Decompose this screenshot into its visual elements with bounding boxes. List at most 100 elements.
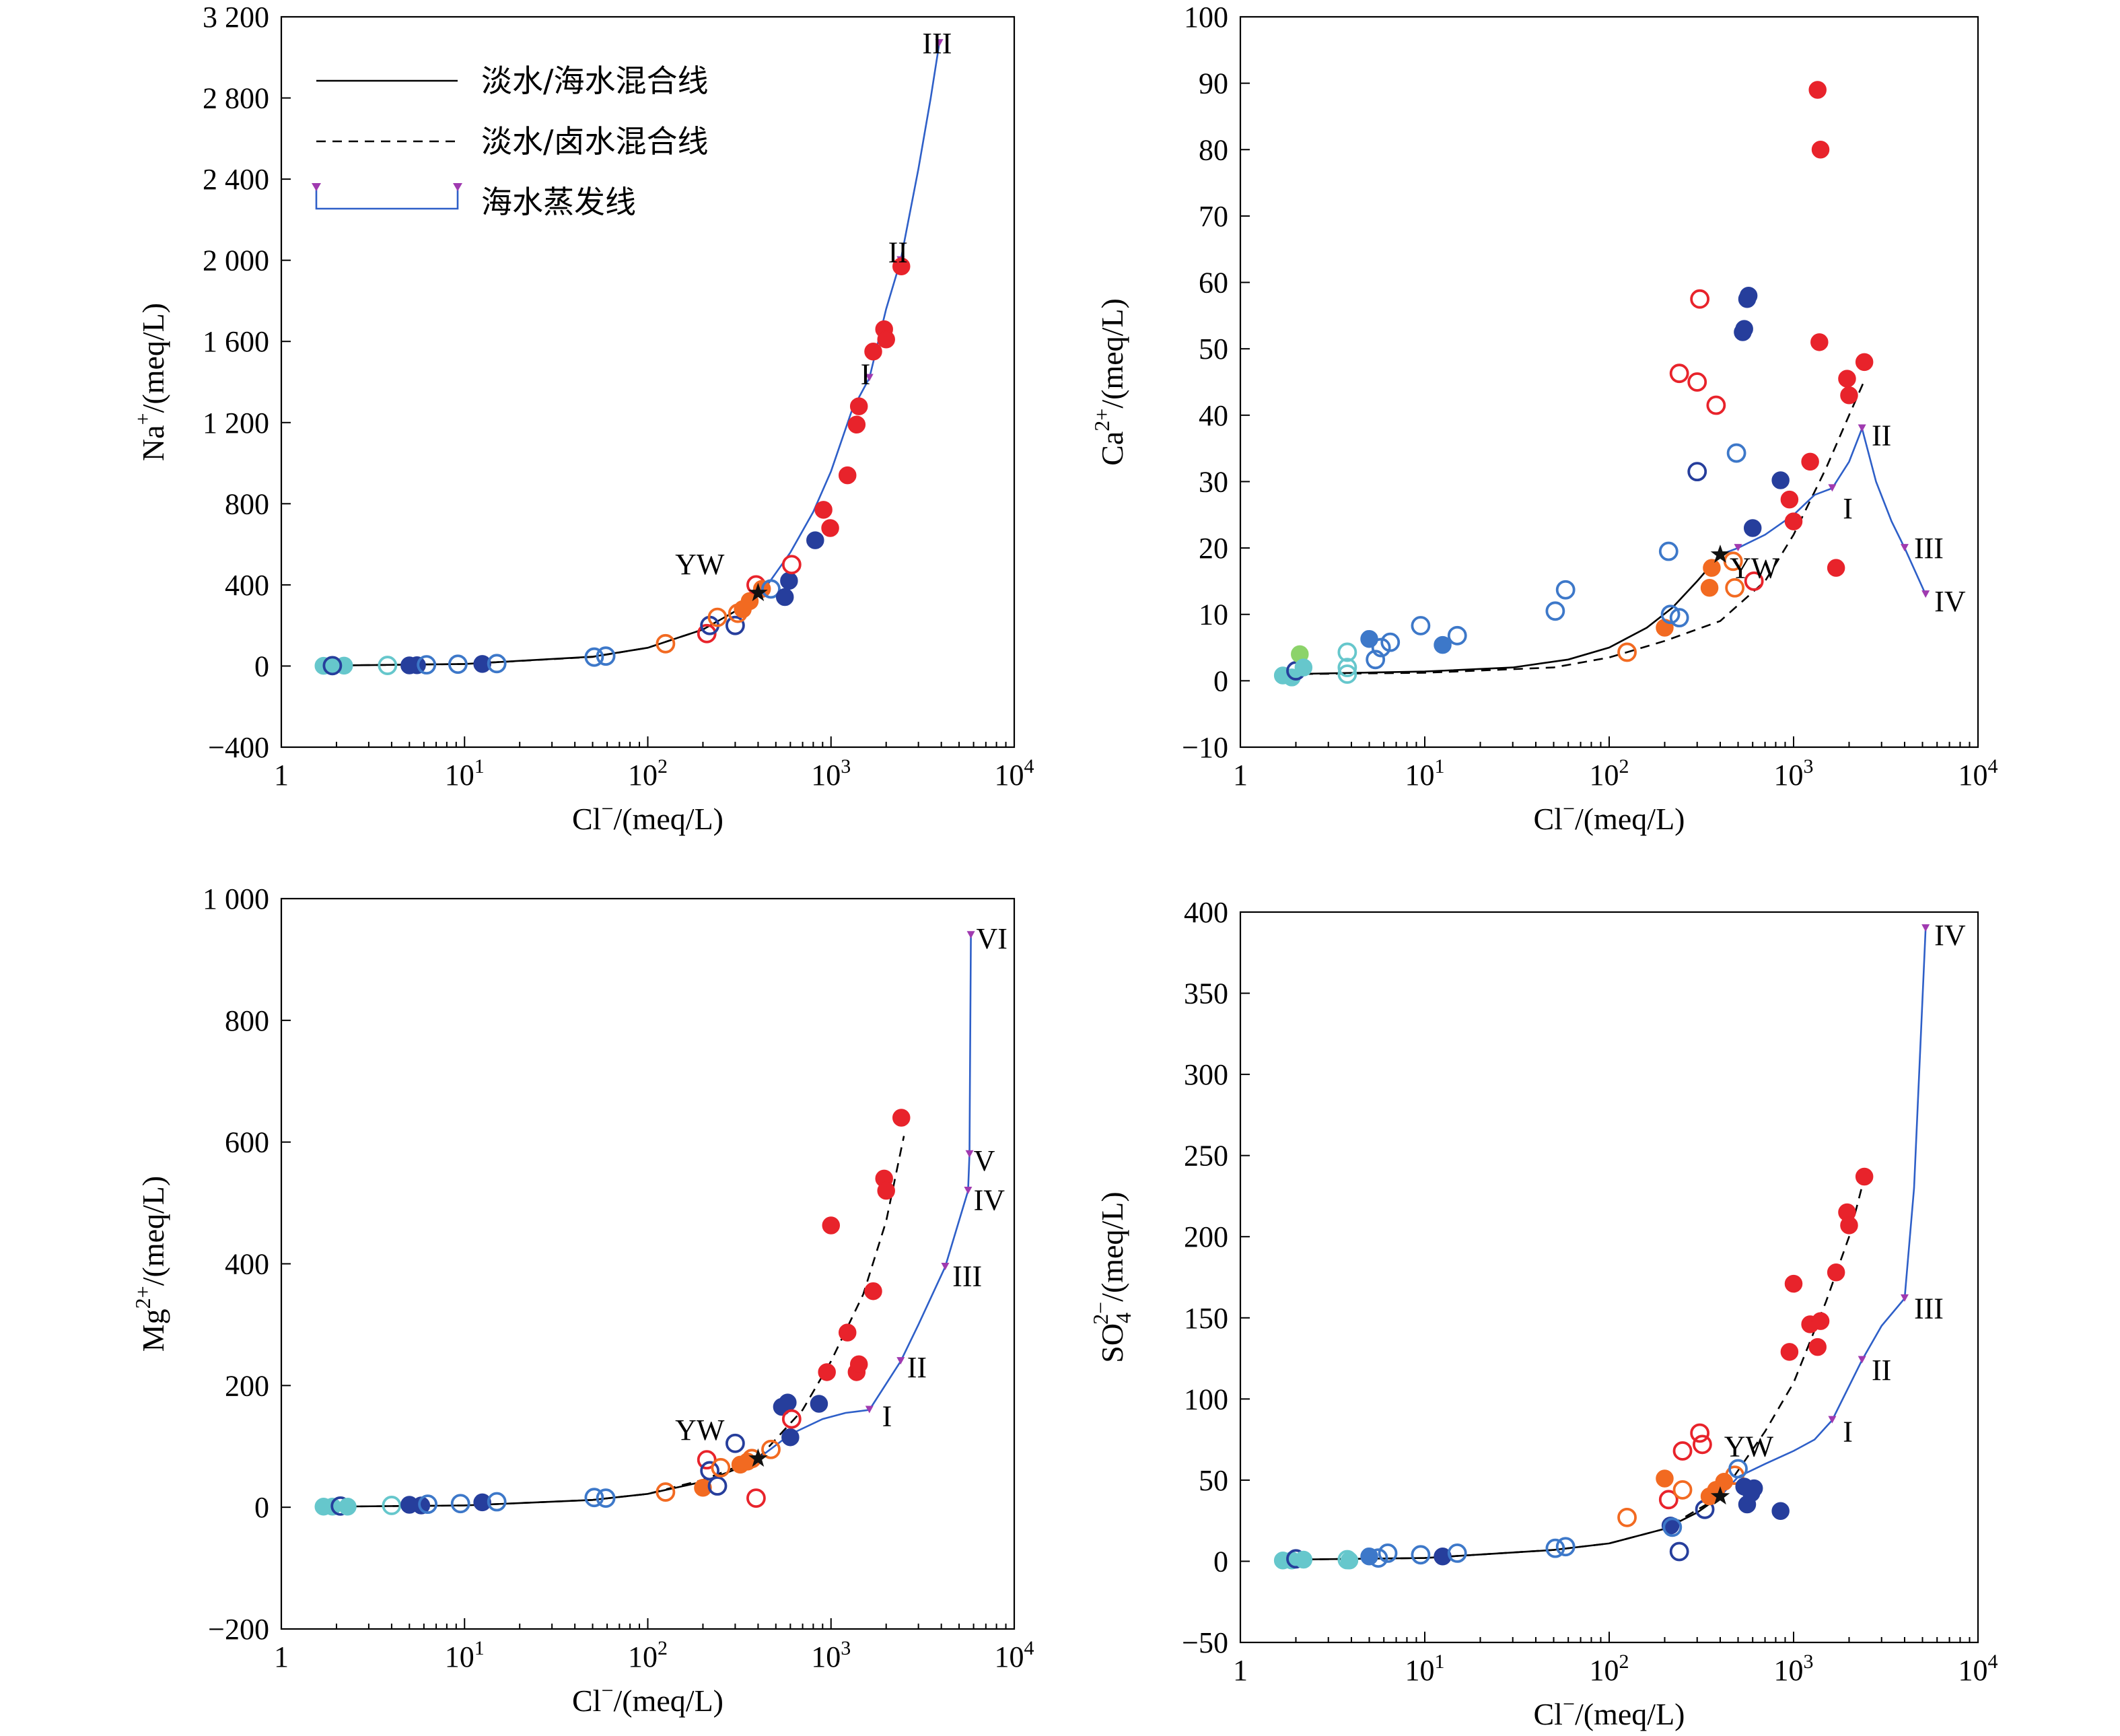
sample-point: [1658, 541, 1679, 561]
y-tick-label: 350: [1184, 977, 1228, 1010]
sample-point: [700, 1461, 720, 1481]
evaporation-stage-marker: [1900, 1294, 1909, 1302]
evaporation-stage-label: IV: [1934, 919, 1966, 952]
seawater-star-marker: [1710, 545, 1730, 563]
sample-point: [1810, 333, 1829, 351]
sample-point: [1669, 608, 1689, 628]
sample-point: [1434, 1547, 1452, 1566]
y-tick-label: 50: [1199, 333, 1228, 366]
sample-point: [822, 1216, 840, 1235]
evaporation-stage-label: III: [1914, 532, 1944, 565]
sample-point: [378, 656, 398, 675]
evaporation-stage-marker: [1858, 424, 1866, 432]
sample-point: [1739, 287, 1758, 305]
evaporation-stage-marker: [966, 931, 975, 939]
evaporation-stage-label: III: [922, 27, 952, 60]
sample-point: [694, 1478, 712, 1497]
evaporation-stage-marker: [865, 1405, 874, 1414]
sample-point: [339, 1498, 357, 1516]
sample-point: [1784, 512, 1803, 530]
x-axis-label: Cl−/(meq/L): [1533, 796, 1685, 836]
sample-point: [849, 397, 868, 415]
chart-panel-1: −400 0 400 800 1 200 1 600 2 000 2 400 2 800 3 20…: [131, 1, 1034, 836]
y-tick-label: 2 400: [203, 163, 269, 196]
sample-point: [450, 1494, 470, 1514]
y-tick-label: 800: [225, 1004, 269, 1037]
sample-point: [1672, 1441, 1693, 1461]
seawater-evaporation-line: [1720, 425, 1927, 595]
x-tick-label: 104: [1958, 1651, 1998, 1687]
x-tick-label: 103: [811, 755, 851, 792]
evaporation-stage-marker: [1858, 1356, 1866, 1364]
evaporation-stage-marker: [1734, 544, 1742, 552]
x-tick-label: 103: [1774, 1651, 1814, 1687]
sample-point: [1715, 1473, 1734, 1491]
freshwater-brine-mixing-line: [328, 592, 759, 667]
evaporation-stage-marker: [865, 374, 874, 382]
seawater-label: YW: [675, 548, 725, 581]
evaporation-stage-label: II: [888, 236, 908, 269]
sample-point: [1660, 604, 1681, 625]
evaporation-stage-label: I: [1843, 492, 1853, 525]
sample-point: [1827, 1263, 1845, 1282]
sample-point: [418, 1494, 438, 1515]
sample-point: [847, 415, 866, 434]
sample-point: [1337, 642, 1357, 662]
y-tick-label: 800: [225, 487, 269, 520]
chart-panel-4: −50 0 50 100 150 200 250 300 350 400 1 101 102 103 104…: [1088, 896, 1998, 1731]
sample-point: [1662, 1517, 1683, 1537]
evaporation-stage-label: II: [1872, 1354, 1891, 1387]
sample-point: [1725, 578, 1745, 598]
plot-frame: [1239, 911, 1979, 1644]
sample-point: [818, 1363, 836, 1381]
y-tick-label: 60: [1199, 267, 1228, 300]
sample-point: [1690, 1423, 1710, 1443]
evaporation-stage-marker: [1921, 590, 1930, 598]
evaporation-stage-label: II: [907, 1351, 927, 1384]
sample-point: [814, 501, 833, 519]
y-tick-label: 50: [1199, 1464, 1228, 1497]
sample-point: [1447, 1543, 1467, 1563]
legend-item: 淡水/卤水混合线: [316, 123, 709, 160]
sample-point: [1771, 1502, 1790, 1520]
sample-point: [1838, 370, 1856, 388]
sample-point: [1411, 1545, 1431, 1565]
sample-point: [487, 1492, 507, 1512]
y-tick-label: 0: [1213, 1545, 1228, 1578]
sample-point: [1434, 635, 1452, 654]
y-tick-label: 400: [225, 569, 269, 602]
chart-panel-2: −10 0 10 20 30 40 50 60 70 80 90 100 1 101 102 103 104 Cl…: [1090, 1, 1998, 836]
y-tick-label: 10: [1199, 598, 1228, 631]
sample-point: [1294, 1550, 1313, 1569]
x-tick-label: 103: [811, 1637, 851, 1673]
freshwater-brine-mixing-line: [328, 1136, 905, 1508]
y-tick-label: 300: [1184, 1058, 1228, 1091]
freshwater-seawater-mixing-line: [1287, 1495, 1721, 1561]
x-tick-label: 1: [274, 759, 289, 792]
sample-point: [1617, 1507, 1637, 1527]
evaporation-stage-marker: [935, 39, 944, 47]
sample-point: [761, 1439, 781, 1459]
y-tick-label: 0: [254, 650, 269, 683]
x-tick-label: 102: [1590, 1651, 1629, 1687]
freshwater-seawater-mixing-line: [328, 1457, 758, 1508]
seawater-star-marker: [748, 1448, 768, 1467]
sample-point: [656, 633, 676, 654]
evaporation-stage-marker: [941, 1263, 950, 1271]
evaporation-stage-label: I: [882, 1400, 892, 1433]
sample-point: [1545, 601, 1565, 621]
x-axis-label: Cl−/(meq/L): [572, 1678, 723, 1718]
sample-point: [1808, 1338, 1827, 1356]
x-tick-label: 1: [1233, 759, 1248, 792]
x-tick-label: 104: [995, 1637, 1034, 1673]
sample-point: [877, 1181, 895, 1200]
y-tick-label: −400: [208, 731, 269, 764]
sample-point: [1669, 363, 1689, 384]
freshwater-seawater-mixing-line: [328, 592, 759, 667]
x-axis-label: Cl−/(meq/L): [572, 796, 723, 836]
y-tick-label: 1 200: [203, 407, 269, 440]
sample-point: [1340, 1551, 1359, 1570]
freshwater-seawater-mixing-line: [1287, 554, 1721, 675]
sample-point: [1545, 1538, 1565, 1558]
